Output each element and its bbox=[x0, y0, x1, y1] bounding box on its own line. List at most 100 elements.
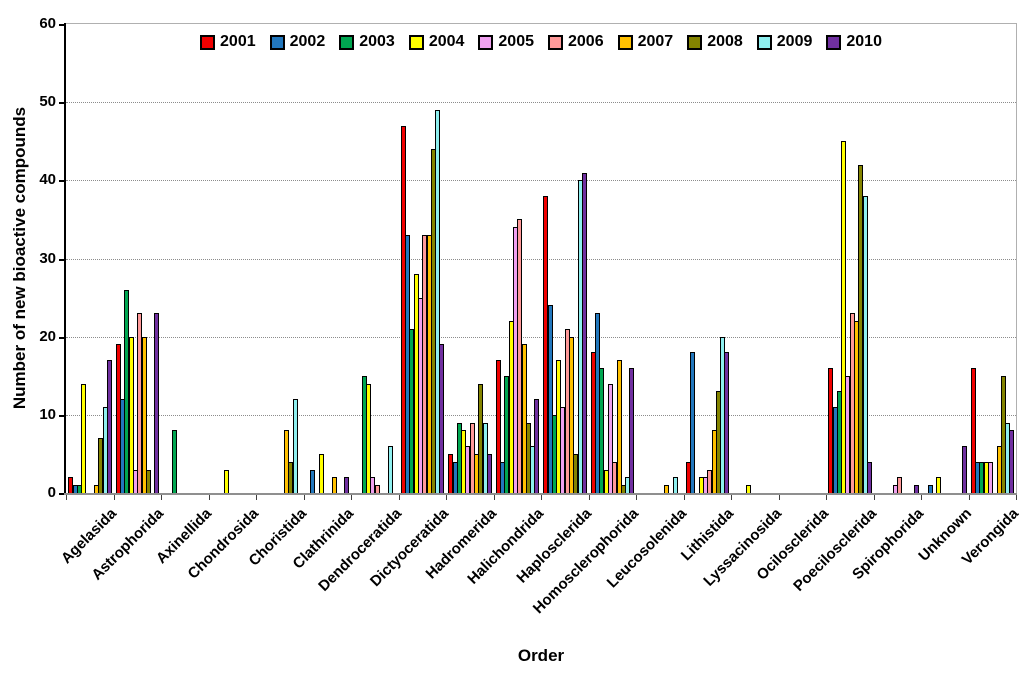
x-axis-line bbox=[64, 493, 1017, 495]
x-tick-mark bbox=[969, 495, 970, 500]
bar-2010-Hadromerida bbox=[487, 454, 492, 493]
legend-swatch-2002 bbox=[269, 34, 285, 50]
y-tick-mark bbox=[59, 415, 64, 417]
bar-2007-Clathrinida bbox=[332, 477, 337, 493]
y-tick-mark bbox=[59, 180, 64, 182]
bar-2004-Unknown bbox=[936, 477, 941, 493]
bar-2010-Agelasida bbox=[107, 360, 112, 493]
legend-item-2008: 2008 bbox=[687, 33, 743, 51]
bar-2009-Dendroceratida bbox=[388, 446, 393, 493]
legend-swatch-2006 bbox=[548, 34, 563, 50]
bar-2005-Hadromerida bbox=[465, 446, 470, 493]
bar-2010-Verongida bbox=[1009, 430, 1014, 493]
y-tick-label-20: 20 bbox=[39, 328, 56, 345]
bar-2006-Halichondrida bbox=[517, 219, 522, 493]
y-tick-label-40: 40 bbox=[39, 171, 56, 188]
x-tick-mark bbox=[209, 495, 210, 500]
bar-2006-Homosclerophorida bbox=[612, 462, 617, 493]
x-tick-mark bbox=[399, 495, 400, 500]
x-tick-mark bbox=[779, 495, 780, 500]
legend-label-2004: 2004 bbox=[428, 33, 465, 50]
gridline-y-20 bbox=[66, 337, 1016, 338]
bar-2007-Halichondrida bbox=[522, 344, 527, 493]
bar-2010-Halichondrida bbox=[534, 399, 539, 493]
plot-border-right bbox=[1016, 23, 1017, 494]
y-tick-mark bbox=[59, 259, 64, 261]
x-tick-mark bbox=[351, 495, 352, 500]
bar-2001-Hadromerida bbox=[448, 454, 453, 493]
bar-2006-Spirophorida bbox=[897, 477, 902, 493]
legend-label-2003: 2003 bbox=[359, 33, 395, 50]
bar-2006-Dendroceratida bbox=[375, 485, 380, 493]
bar-2008-Poecilosclerida bbox=[858, 165, 863, 493]
bar-2008-Agelasida bbox=[98, 438, 103, 493]
x-category-label-dendroceratida: Dendroceratida bbox=[315, 505, 406, 595]
y-axis-line bbox=[64, 23, 66, 494]
x-tick-mark bbox=[66, 495, 67, 500]
legend-label-2005: 2005 bbox=[498, 33, 534, 50]
legend-swatch-2005 bbox=[478, 34, 494, 50]
bar-2003-Homosclerophorida bbox=[599, 368, 604, 493]
x-tick-mark bbox=[541, 495, 542, 500]
bar-2010-Haplosclerida bbox=[582, 173, 587, 493]
x-tick-mark bbox=[826, 495, 827, 500]
bar-2004-Clathrinida bbox=[319, 454, 324, 493]
legend-swatch-2007 bbox=[617, 34, 633, 50]
legend-label-2010: 2010 bbox=[846, 33, 882, 50]
bar-2008-Haplosclerida bbox=[573, 454, 578, 493]
bar-2007-Leucosolenida bbox=[664, 485, 669, 493]
bar-2006-Dictyoceratida bbox=[422, 235, 427, 493]
bar-2002-Clathrinida bbox=[310, 470, 315, 493]
bar-2009-Poecilosclerida bbox=[863, 196, 868, 493]
legend-label-2002: 2002 bbox=[289, 33, 326, 50]
y-tick-mark bbox=[59, 102, 64, 104]
bar-2004-Agelasida bbox=[81, 384, 86, 493]
bar-2010-Lithistida bbox=[724, 352, 729, 493]
bar-2009-Choristida bbox=[293, 399, 298, 493]
bar-2010-Poecilosclerida bbox=[867, 462, 872, 493]
x-tick-mark bbox=[731, 495, 732, 500]
x-tick-mark bbox=[304, 495, 305, 500]
legend-item-2003: 2003 bbox=[339, 33, 395, 51]
bar-2004-Astrophorida bbox=[129, 337, 134, 493]
bar-2004-Lyssacinosida bbox=[746, 485, 751, 493]
bar-2008-Hadromerida bbox=[478, 384, 483, 493]
bar-2004-Chondrosida bbox=[224, 470, 229, 493]
legend-item-2001: 2001 bbox=[200, 33, 256, 51]
legend-item-2009: 2009 bbox=[756, 33, 813, 51]
bar-2010-Dictyoceratida bbox=[439, 344, 444, 493]
legend-label-2009: 2009 bbox=[776, 33, 813, 50]
x-tick-mark bbox=[589, 495, 590, 500]
legend-item-2006: 2006 bbox=[548, 33, 604, 51]
y-tick-mark bbox=[59, 493, 64, 495]
bar-2004-Poecilosclerida bbox=[841, 141, 846, 493]
bar-2002-Haplosclerida bbox=[548, 305, 553, 493]
chart-legend: 2001 2002 2003 2004 2005 2006 2007 2008 2009 2010 bbox=[66, 33, 1016, 51]
legend-swatch-2004 bbox=[408, 34, 424, 50]
legend-label-2008: 2008 bbox=[707, 33, 743, 50]
x-tick-mark bbox=[921, 495, 922, 500]
gridline-y-10 bbox=[66, 415, 1016, 416]
x-tick-mark bbox=[494, 495, 495, 500]
bar-2010-Homosclerophorida bbox=[629, 368, 634, 493]
y-tick-label-50: 50 bbox=[39, 93, 56, 110]
x-category-label-poecilosclerida: Poecilosclerida bbox=[790, 505, 881, 595]
y-tick-mark bbox=[59, 24, 64, 26]
x-axis-title: Order bbox=[517, 646, 565, 665]
bar-2006-Astrophorida bbox=[137, 313, 142, 493]
bar-2004-Dendroceratida bbox=[366, 384, 371, 493]
bar-2003-Halichondrida bbox=[504, 376, 509, 493]
gridline-y-40 bbox=[66, 180, 1016, 181]
x-tick-mark bbox=[256, 495, 257, 500]
bar-2001-Halichondrida bbox=[496, 360, 501, 493]
bar-2005-Dendroceratida bbox=[370, 477, 375, 493]
x-tick-mark bbox=[1016, 495, 1017, 500]
bar-2001-Agelasida bbox=[68, 477, 73, 493]
bar-2010-Unknown bbox=[962, 446, 967, 493]
bar-2009-Dictyoceratida bbox=[435, 110, 440, 493]
bar-2007-Haplosclerida bbox=[569, 337, 574, 493]
bar-2003-Verongida bbox=[979, 462, 984, 493]
bar-2001-Haplosclerida bbox=[543, 196, 548, 493]
legend-item-2010: 2010 bbox=[826, 33, 882, 51]
